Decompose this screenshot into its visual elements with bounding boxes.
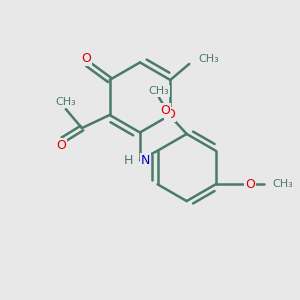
Text: H: H bbox=[124, 154, 134, 167]
Text: O: O bbox=[165, 109, 175, 122]
Text: O: O bbox=[160, 104, 170, 117]
Text: O: O bbox=[245, 178, 255, 191]
Text: CH₃: CH₃ bbox=[56, 97, 76, 107]
Text: N: N bbox=[141, 154, 151, 167]
Text: O: O bbox=[56, 139, 66, 152]
Text: O: O bbox=[81, 52, 91, 64]
Text: CH₃: CH₃ bbox=[198, 54, 219, 64]
Text: CH₃: CH₃ bbox=[273, 179, 293, 189]
Text: CH₃: CH₃ bbox=[148, 86, 169, 96]
